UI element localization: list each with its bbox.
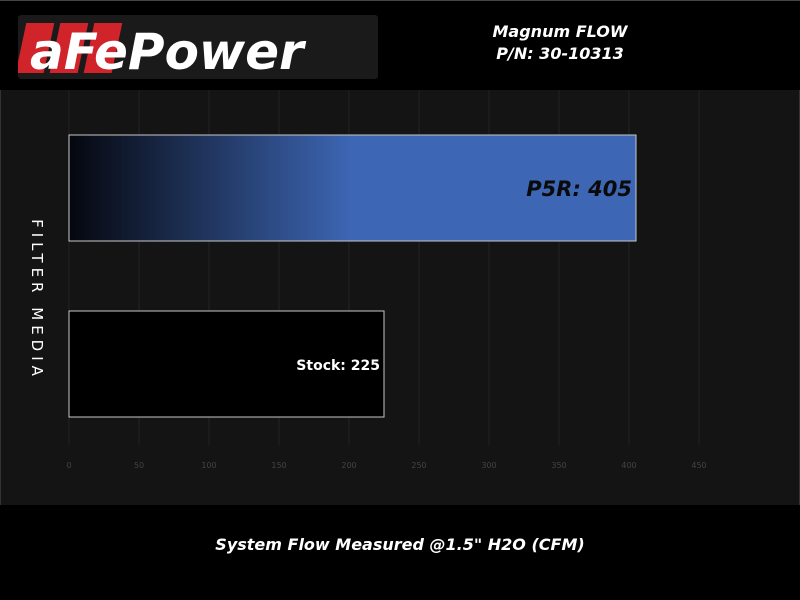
x-tick-label: 0 <box>66 461 71 470</box>
y-axis-label: FILTER MEDIA <box>28 219 46 381</box>
afe-power-logo: aFePower <box>18 15 378 79</box>
x-tick-label: 200 <box>341 461 356 470</box>
x-tick-label: 450 <box>691 461 706 470</box>
product-name: Magnum FLOW <box>492 22 628 41</box>
footer: System Flow Measured @1.5" H2O (CFM) <box>0 505 800 600</box>
part-number: P/N: 30-10313 <box>496 44 624 63</box>
x-tick-label: 100 <box>201 461 216 470</box>
x-axis-label: System Flow Measured @1.5" H2O (CFM) <box>215 535 585 554</box>
bar-p5r <box>68 134 637 242</box>
x-tick-label: 350 <box>551 461 566 470</box>
header: aFePower Magnum FLOW P/N: 30-10313 <box>0 0 800 90</box>
data-label: P5R: 405 <box>526 177 632 201</box>
bar-stock <box>68 310 385 418</box>
x-tick-label: 50 <box>134 461 144 470</box>
chart-title: Magnum FLOW P/N: 30-10313 <box>450 21 670 65</box>
logo-text: aFePower <box>30 23 307 79</box>
bar-chart: P5R: 405 Stock: 225 0 50 100 150 200 250 300 350… <box>66 90 707 470</box>
data-label: Stock: 225 <box>296 358 380 374</box>
x-tick-label: 300 <box>481 461 496 470</box>
plot-area: P5R: 405 Stock: 225 0 50 100 150 200 250 300 350… <box>0 90 800 505</box>
x-tick-label: 150 <box>271 461 286 470</box>
x-tick-label: 400 <box>621 461 636 470</box>
x-tick-label: 250 <box>411 461 426 470</box>
